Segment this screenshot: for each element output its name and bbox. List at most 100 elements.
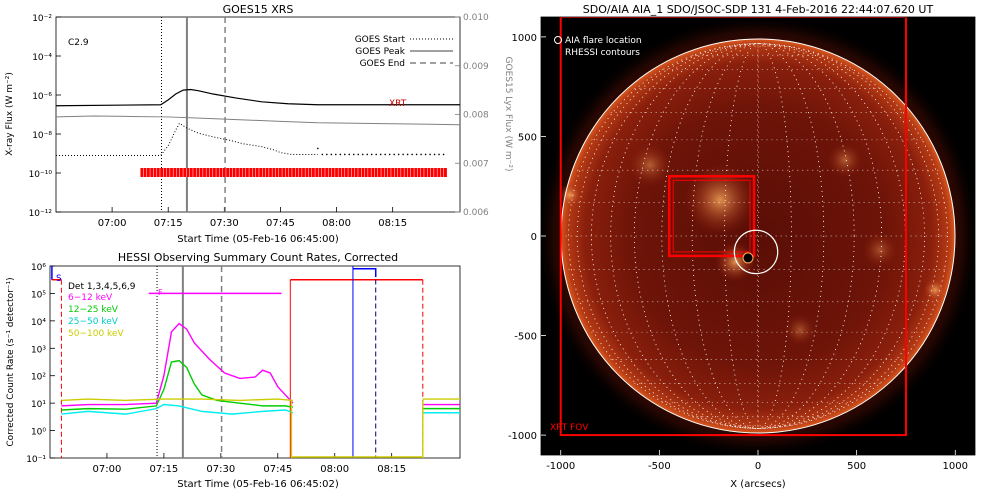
- hessi-legend-12-25: 12−25 keV: [68, 305, 119, 315]
- aia-longitude-line: [661, 43, 855, 429]
- aia-xrt-box: [559, 17, 907, 437]
- goes-x-tick-label: 07:30: [210, 218, 239, 229]
- hessi-x-tick-label: 08:00: [320, 464, 349, 475]
- goes-short-point: [379, 153, 382, 156]
- goes-y-tick-label: 10⁻⁶: [32, 92, 52, 102]
- goes-short-point: [330, 153, 333, 156]
- goes-short-point: [317, 147, 319, 150]
- goes-legend: GOES Start GOES Peak GOES End: [355, 35, 453, 69]
- goes-short-point: [442, 153, 445, 156]
- goes-y-tick-label: 10⁻⁴: [32, 53, 52, 63]
- hessi-title: HESSI Observing Summary Count Rates, Cor…: [118, 251, 398, 264]
- goes-short-point: [393, 153, 395, 156]
- hessi-y-ticks: 10⁻¹ 10⁰ 10¹ 10² 10³ 10⁴ 10⁵ 10⁶: [26, 263, 55, 465]
- goes-short-point: [388, 153, 391, 156]
- hessi-y-tick-label: 10⁴: [31, 318, 46, 328]
- hessi-y-tick-label: 10⁵: [31, 290, 46, 300]
- aia-x-tick-label: -500: [648, 461, 671, 472]
- hessi-series: [61, 322, 460, 458]
- aia-y-tick-label: -500: [514, 332, 537, 343]
- aia-flare-kernel: [742, 252, 754, 264]
- aia-limb-brightening: [923, 278, 947, 302]
- aia-y-tick-label: -1000: [508, 431, 537, 442]
- goes-short-point: [321, 153, 324, 156]
- goes-series-long: [56, 88, 460, 107]
- goes-short-point: [343, 153, 346, 156]
- goes-y2-tick-label: 0.009: [463, 62, 489, 72]
- hessi-x-axis-label: Start Time (05-Feb-16 06:45:02): [177, 479, 339, 490]
- goes-short-point: [433, 153, 436, 156]
- hessi-y-tick-label: 10¹: [31, 400, 46, 410]
- aia-hotspot: [684, 164, 756, 236]
- goes-x-axis-label: Start Time (05-Feb-16 06:45:00): [177, 234, 339, 245]
- hessi-markers: [51, 266, 424, 458]
- goes-flare-class: C2.9: [68, 38, 89, 48]
- aia-flare-circle: [733, 229, 779, 275]
- hessi-series-line: [61, 359, 294, 411]
- goes-short-point: [411, 153, 413, 156]
- hessi-panel: HESSI Observing Summary Count Rates, Cor…: [6, 251, 461, 490]
- aia-longitude-line: [591, 43, 925, 429]
- goes-y-axis-label: X-ray Flux (W m⁻²): [5, 72, 15, 156]
- goes-series-short: [56, 122, 318, 156]
- hessi-flag-s: S: [56, 274, 62, 284]
- goes-xrt-label: XRT: [389, 99, 407, 109]
- aia-hotspot: [628, 143, 672, 187]
- goes-y-tick-label: 10⁻⁸: [32, 131, 52, 141]
- aia-fov-box-inner: [672, 179, 751, 253]
- goes-short-point: [397, 153, 400, 156]
- goes-series-lyx: [56, 115, 460, 126]
- goes-short-point: [424, 153, 427, 156]
- goes-y2-tick-label: 0.008: [463, 111, 489, 121]
- aia-legend: AIA flare location RHESSI contours: [554, 36, 642, 58]
- hessi-x-ticks: 07:00 07:15 07:30 07:45 08:00 08:15: [93, 453, 406, 475]
- goes-x-tick-label: 07:45: [266, 218, 295, 229]
- aia-y-tick-label: 1000: [512, 33, 537, 44]
- aia-y-tick-label: 500: [518, 132, 537, 143]
- goes-short-point: [429, 153, 431, 156]
- hessi-legend: Det 1,3,4,5,6,9 6−12 keV 12−25 keV 25−50…: [68, 282, 136, 339]
- aia-hotspot: [862, 232, 898, 268]
- goes-short-point: [402, 153, 404, 156]
- goes-short-point: [438, 153, 440, 156]
- aia-longitude-line: [576, 43, 940, 429]
- hessi-x-tick-label: 08:15: [377, 464, 406, 475]
- aia-hotspot: [827, 142, 863, 178]
- aia-title: SDO/AIA AIA_1 SDO/JSOC-SDP 131 4-Feb-201…: [583, 3, 934, 16]
- goes-xrt-band: [140, 168, 447, 177]
- hessi-legend-50-100: 50−100 keV: [68, 329, 124, 339]
- hessi-series-line: [61, 398, 294, 402]
- goes-short-point: [415, 153, 418, 156]
- goes-y2-ticks: 0.006 0.007 0.008 0.009 0.010: [455, 13, 489, 218]
- hessi-y-axis-label: Corrected Count Rate (s⁻¹ detector⁻¹): [6, 277, 16, 446]
- goes-legend-end: GOES End: [360, 59, 405, 69]
- aia-x-tick-label: 1000: [943, 461, 968, 472]
- goes-y2-axis-label: GOES15 Lyx Flux (W m⁻²): [503, 57, 513, 172]
- aia-legend-flare: AIA flare location: [565, 36, 642, 46]
- goes-y2-tick-label: 0.007: [463, 159, 489, 169]
- goes-short-point: [384, 153, 386, 156]
- goes-y-tick-label: 10⁻¹²: [29, 209, 53, 219]
- goes-x-tick-label: 07:15: [154, 218, 183, 229]
- goes-legend-start: GOES Start: [355, 35, 406, 45]
- goes-short-point: [357, 153, 360, 156]
- aia-longitude-line: [568, 43, 948, 429]
- goes-legend-peak: GOES Peak: [355, 47, 405, 57]
- aia-x-ticks: -1000 -500 0 500 1000: [546, 450, 968, 472]
- goes-y-ticks: 10⁻¹² 10⁻¹⁰ 10⁻⁸ 10⁻⁶ 10⁻⁴ 10⁻²: [29, 14, 61, 219]
- goes-short-point: [370, 153, 373, 156]
- hessi-flag-f: F: [158, 288, 163, 297]
- aia-fov-label: XRT FOV: [550, 423, 589, 433]
- hessi-y-tick-label: 10⁶: [31, 263, 46, 273]
- hessi-legend-25-50: 25−50 keV: [68, 317, 119, 327]
- hessi-series-line: [61, 403, 294, 415]
- aia-hotspot: [784, 314, 816, 346]
- hessi-detectors: Det 1,3,4,5,6,9: [68, 282, 136, 292]
- hessi-x-tick-label: 07:45: [263, 464, 292, 475]
- aia-fov-box: [667, 175, 756, 258]
- aia-longitude-line: [757, 43, 759, 429]
- aia-y-ticks: -1000 -500 0 500 1000: [508, 33, 546, 442]
- hessi-plot-frame: [49, 265, 461, 459]
- goes-x-tick-label: 08:15: [378, 218, 407, 229]
